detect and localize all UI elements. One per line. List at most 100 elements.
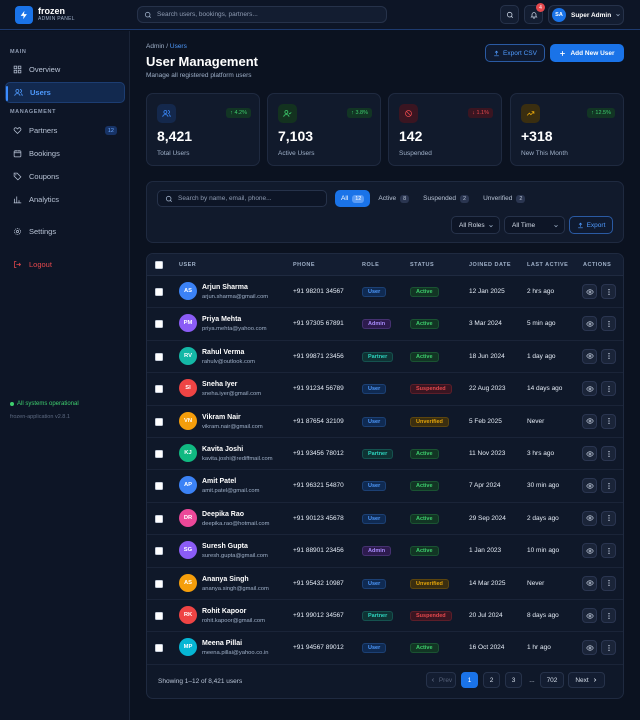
add-new-user-button[interactable]: Add New User xyxy=(550,44,624,62)
sidebar-item-bookings[interactable]: Bookings xyxy=(5,143,125,164)
row-checkbox[interactable] xyxy=(155,579,163,588)
row-checkbox[interactable] xyxy=(155,547,163,556)
row-checkbox[interactable] xyxy=(155,644,163,653)
column-header-joined-date[interactable]: JOINED DATE xyxy=(469,262,512,268)
row-checkbox[interactable] xyxy=(155,417,163,426)
sidebar-item-analytics[interactable]: Analytics xyxy=(5,189,125,210)
row-checkbox[interactable] xyxy=(155,612,163,620)
more-actions-button[interactable] xyxy=(601,575,616,591)
last-active: 2 hrs ago xyxy=(527,288,555,295)
search-button[interactable] xyxy=(500,5,519,24)
tab-label: Suspended xyxy=(423,195,457,202)
table-row[interactable]: SG Suresh Gupta suresh.gupta@gmail.com +91 … xyxy=(147,535,623,568)
sidebar-item-overview[interactable]: Overview xyxy=(5,59,125,80)
user-menu[interactable]: SA Super Admin xyxy=(548,5,624,25)
view-button[interactable] xyxy=(582,478,597,494)
table-row[interactable]: MP Meena Pillai meena.pillai@yahoo.co.in +9… xyxy=(147,632,623,665)
table-row[interactable]: AS Arjun Sharma arjun.sharma@gmail.com +91 … xyxy=(147,276,623,309)
sidebar-item-users[interactable]: Users xyxy=(5,82,125,103)
column-header-role[interactable]: ROLE xyxy=(362,262,380,268)
view-button[interactable] xyxy=(582,381,597,397)
user-name: Rohit Kapoor xyxy=(202,608,247,615)
notifications-button[interactable]: 4 xyxy=(524,3,545,24)
export-button[interactable]: Export xyxy=(569,216,613,234)
column-header-last-active[interactable]: LAST ACTIVE xyxy=(527,262,569,268)
row-checkbox[interactable] xyxy=(155,288,163,296)
view-button[interactable] xyxy=(582,413,597,429)
time-select-value: All Time xyxy=(512,221,536,229)
more-actions-button[interactable] xyxy=(601,446,616,461)
table-row[interactable]: RV Rahul Verma rahulv@outlook.com +91 99871… xyxy=(147,341,623,374)
row-checkbox[interactable] xyxy=(155,514,163,523)
sidebar-item-coupons[interactable]: Coupons xyxy=(5,166,125,187)
more-actions-button[interactable] xyxy=(601,543,616,559)
page-1-button[interactable]: 1 xyxy=(461,672,478,688)
more-actions-button[interactable] xyxy=(601,478,616,494)
notification-badge: 4 xyxy=(536,3,545,12)
column-header-status[interactable]: STATUS xyxy=(410,262,435,268)
sidebar-item-logout[interactable]: Logout xyxy=(5,254,125,275)
page-3-button[interactable]: 3 xyxy=(505,672,522,688)
more-actions-button[interactable] xyxy=(601,381,616,397)
table-row[interactable]: AS Ananya Singh ananya.singh@gmail.com +91 … xyxy=(147,568,623,600)
row-checkbox[interactable] xyxy=(155,482,163,491)
sidebar-item-settings[interactable]: Settings xyxy=(5,221,125,242)
table-row[interactable]: RK Rohit Kapoor rohit.kapoor@gmail.com +91 … xyxy=(147,600,623,633)
user-phone: +91 88901 23456 xyxy=(293,547,344,555)
avatar: RV xyxy=(179,346,197,365)
user-name: Priya Mehta xyxy=(202,316,242,324)
more-actions-button[interactable] xyxy=(601,413,616,429)
page-2-button[interactable]: 2 xyxy=(483,672,500,688)
more-actions-button[interactable] xyxy=(601,284,616,299)
page-last-button[interactable]: 702 xyxy=(540,672,564,688)
view-button[interactable] xyxy=(582,316,597,332)
status-badge: Suspended xyxy=(410,384,452,395)
table-row[interactable]: DR Deepika Rao deepika.rao@hotmail.com +91 … xyxy=(147,503,623,536)
time-select[interactable]: All Time xyxy=(504,216,565,234)
view-button[interactable] xyxy=(582,510,597,526)
tab-active[interactable]: Active 8 xyxy=(372,190,415,207)
app-name: frozen xyxy=(38,6,65,16)
row-checkbox[interactable] xyxy=(155,450,163,458)
table-row[interactable]: SI Sneha Iyer sneha.iyer@gmail.com +91 9123… xyxy=(147,373,623,406)
breadcrumb-root[interactable]: Admin xyxy=(146,43,165,50)
select-all-checkbox[interactable] xyxy=(155,261,163,269)
app-logo[interactable] xyxy=(15,6,33,24)
view-button[interactable] xyxy=(582,543,597,559)
prev-page-button[interactable]: Prev xyxy=(426,672,456,688)
more-actions-button[interactable] xyxy=(601,640,616,656)
view-button[interactable] xyxy=(582,575,597,591)
table-row[interactable]: PM Priya Mehta priya.mehta@yahoo.com +91 97… xyxy=(147,308,623,341)
pagination-ellipsis: ... xyxy=(529,676,535,684)
user-search-input[interactable]: Search by name, email, phone... xyxy=(157,190,327,207)
more-actions-button[interactable] xyxy=(601,316,616,332)
stat-change-badge: ↑ 4.2% xyxy=(226,108,251,118)
table-row[interactable]: AP Amit Patel amit.patel@gmail.com +91 9632… xyxy=(147,470,623,503)
role-badge: User xyxy=(362,578,387,589)
more-actions-button[interactable] xyxy=(601,608,616,623)
role-select[interactable]: All Roles xyxy=(451,216,500,234)
row-checkbox[interactable] xyxy=(155,385,163,394)
more-actions-button[interactable] xyxy=(601,510,616,526)
next-page-button[interactable]: Next xyxy=(568,672,605,688)
upload-icon xyxy=(494,50,499,56)
view-button[interactable] xyxy=(582,348,597,364)
tab-all[interactable]: All 12 xyxy=(335,190,371,207)
view-button[interactable] xyxy=(582,446,597,461)
export-csv-button[interactable]: Export CSV xyxy=(485,44,545,62)
row-checkbox[interactable] xyxy=(155,320,163,329)
table-row[interactable]: KJ Kavita Joshi kavita.joshi@rediffmail.co… xyxy=(147,438,623,471)
tab-suspended[interactable]: Suspended 2 xyxy=(417,190,475,207)
tab-unverified[interactable]: Unverified 2 xyxy=(477,190,531,207)
column-header-phone[interactable]: PHONE xyxy=(293,262,316,268)
column-header-user[interactable]: USER xyxy=(179,262,197,268)
global-search-input[interactable]: Search users, bookings, partners... xyxy=(137,6,387,23)
row-checkbox[interactable] xyxy=(155,352,163,361)
view-button[interactable] xyxy=(582,608,597,623)
view-button[interactable] xyxy=(582,284,597,299)
bell-icon xyxy=(529,11,538,19)
sidebar-item-partners[interactable]: Partners 12 xyxy=(5,120,125,141)
table-row[interactable]: VN Vikram Nair vikram.nair@gmail.com +91 87… xyxy=(147,406,623,438)
view-button[interactable] xyxy=(582,640,597,656)
more-actions-button[interactable] xyxy=(601,348,616,364)
